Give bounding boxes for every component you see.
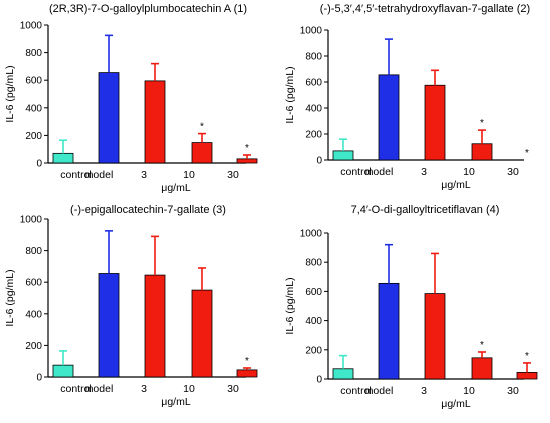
y-tick-label: 800	[25, 246, 42, 257]
y-tick-label: 800	[305, 52, 322, 63]
bar-3	[144, 274, 166, 378]
y-tick-label: 800	[25, 48, 42, 59]
x-category-label: 10	[463, 166, 475, 178]
x-category-label: 30	[507, 166, 519, 178]
bar-30	[236, 158, 258, 164]
x-axis-label: μg/mL	[161, 396, 191, 408]
bar-10	[191, 289, 213, 378]
x-category-label: 3	[421, 166, 427, 178]
bar-control	[332, 150, 354, 161]
x-category-label: 30	[507, 385, 519, 397]
bar-10	[471, 357, 493, 380]
bar-control	[332, 368, 354, 380]
bar-model	[378, 74, 400, 161]
x-category-label: control	[340, 385, 372, 397]
x-category-label: 3	[141, 383, 147, 395]
chart-panel-2: (-)-5,3′,4′,5′-tetrahydroxyflavan-7-gall…	[284, 3, 530, 191]
x-category-label: control	[60, 383, 92, 395]
chart-title: 7,4′-O-di-galloyltricetiflavan (4)	[351, 204, 500, 216]
y-tick-label: 0	[316, 375, 322, 386]
x-category-label: model	[365, 385, 394, 397]
y-tick-label: 200	[305, 345, 322, 356]
y-tick-label: 600	[305, 287, 322, 298]
y-tick-label: 1000	[300, 229, 323, 240]
chart-panel-1: (2R,3R)-7-O-galloylplumbocatechin A (1) I…	[4, 3, 258, 194]
x-category-label: 10	[183, 383, 195, 395]
y-axis-label: IL-6 (pg/mL)	[4, 269, 16, 326]
y-tick-label: 400	[305, 104, 322, 115]
y-tick-label: 0	[36, 159, 42, 170]
significance-marker: *	[480, 340, 484, 351]
chart-panel-4: 7,4′-O-di-galloyltricetiflavan (4) IL-6 (…	[284, 204, 538, 410]
bar-model	[378, 282, 400, 380]
y-tick-label: 1000	[20, 215, 43, 226]
x-axis-label: μg/mL	[441, 179, 471, 191]
chart-panel-3: (-)-epigallocatechin-7-gallate (3) IL-6 (…	[4, 204, 258, 408]
bar-30	[516, 372, 538, 380]
bar-control	[52, 152, 74, 164]
significance-marker: *	[245, 356, 249, 367]
y-tick-label: 1000	[20, 21, 43, 32]
y-tick-label: 1000	[300, 26, 323, 37]
y-tick-label: 400	[25, 309, 42, 320]
y-tick-label: 0	[36, 373, 42, 384]
x-category-label: 10	[183, 169, 195, 181]
x-category-label: control	[340, 166, 372, 178]
y-axis-label: IL-6 (pg/mL)	[4, 65, 16, 122]
x-category-label: model	[365, 166, 394, 178]
y-tick-label: 800	[305, 258, 322, 269]
y-tick-label: 0	[316, 156, 322, 167]
x-category-label: 10	[463, 385, 475, 397]
x-category-label: control	[60, 169, 92, 181]
bar-3	[144, 80, 166, 164]
x-axis-label: μg/mL	[441, 398, 471, 410]
chart-title: (-)-epigallocatechin-7-gallate (3)	[70, 204, 226, 216]
y-tick-label: 600	[25, 278, 42, 289]
bar-10	[191, 142, 213, 164]
y-tick-label: 200	[25, 341, 42, 352]
chart-title: (-)-5,3′,4′,5′-tetrahydroxyflavan-7-gall…	[320, 3, 530, 15]
x-category-label: 30	[227, 383, 239, 395]
x-axis-label: μg/mL	[161, 182, 191, 194]
bar-control	[52, 364, 74, 378]
x-category-label: 3	[141, 169, 147, 181]
significance-marker: *	[525, 351, 529, 362]
bar-10	[471, 143, 493, 161]
x-category-label: 3	[421, 385, 427, 397]
chart-title: (2R,3R)-7-O-galloylplumbocatechin A (1)	[49, 3, 247, 15]
significance-marker: *	[480, 118, 484, 129]
bar-3	[424, 293, 446, 380]
y-tick-label: 600	[305, 78, 322, 89]
significance-marker: *	[525, 148, 529, 159]
significance-marker: *	[200, 122, 204, 133]
x-category-label: model	[85, 383, 114, 395]
bar-model	[98, 72, 120, 164]
y-tick-label: 400	[25, 103, 42, 114]
bar-30	[236, 369, 258, 378]
y-tick-label: 600	[25, 76, 42, 87]
y-axis-label: IL-6 (pg/mL)	[284, 66, 296, 123]
y-axis-label: IL-6 (pg/mL)	[284, 277, 296, 334]
x-category-label: 30	[227, 169, 239, 181]
y-tick-label: 200	[25, 131, 42, 142]
bar-model	[98, 273, 120, 378]
y-tick-label: 400	[305, 316, 322, 327]
y-tick-label: 200	[305, 130, 322, 141]
x-category-label: model	[85, 169, 114, 181]
bar-3	[424, 84, 446, 161]
significance-marker: *	[245, 143, 249, 154]
